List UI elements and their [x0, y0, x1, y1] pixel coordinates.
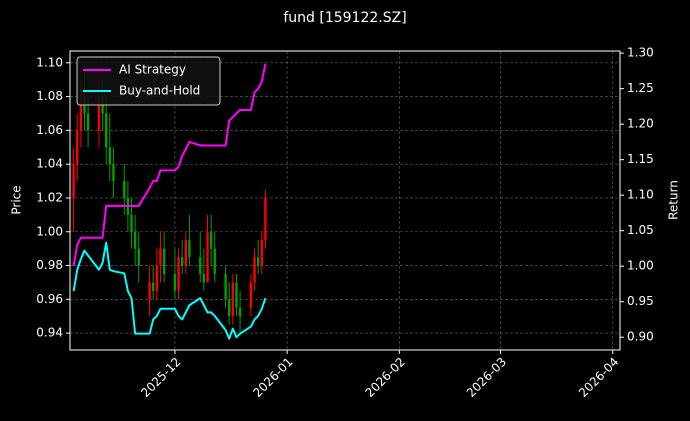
candle-body: [206, 231, 209, 283]
y-tick-label: 1.06: [36, 123, 63, 137]
legend-box: [76, 56, 221, 106]
candle-body: [130, 214, 133, 232]
candle-body: [108, 147, 112, 165]
y2-tick-label: 1.05: [627, 223, 654, 237]
legend-label: AI Strategy: [119, 63, 186, 77]
y-tick-label: 0.98: [36, 258, 63, 272]
plot-frame: [69, 50, 621, 351]
y-tick-label: 0.96: [36, 292, 63, 306]
candle-body: [152, 282, 155, 291]
candle-body: [97, 96, 101, 131]
y-tick-label: 1.08: [36, 89, 63, 103]
y-tick-label: 1.00: [36, 224, 63, 238]
candle-body: [264, 197, 267, 241]
candle-body: [177, 257, 180, 291]
y2-tick-label: 1.00: [627, 259, 654, 273]
line-series: [72, 241, 267, 340]
y2-tick-label: 1.25: [627, 81, 654, 95]
x-tick-label: 2025-12: [138, 355, 183, 400]
y2-tick-label: 1.10: [627, 188, 654, 202]
candle-body: [162, 248, 166, 274]
y2-tick-label: 0.95: [627, 294, 654, 308]
y2-axis-label: Return: [667, 180, 681, 220]
candle-body: [256, 257, 260, 266]
y2-tick-label: 0.90: [627, 330, 654, 344]
y-tick-label: 1.04: [36, 157, 63, 171]
candle-body: [72, 164, 75, 198]
candle-body: [137, 248, 140, 266]
candle-body: [184, 240, 187, 266]
candle-body: [148, 282, 151, 300]
y2-tick-label: 1.30: [627, 46, 654, 60]
candle-body: [238, 307, 242, 317]
y-axis-label: Price: [10, 185, 24, 214]
candle-body: [260, 240, 263, 266]
candle-body: [112, 164, 115, 182]
candle-body: [180, 257, 184, 266]
y-tick-label: 0.94: [36, 326, 63, 340]
x-tick-label: 2026-02: [363, 355, 408, 400]
candle-body: [249, 282, 253, 308]
candle-body: [155, 265, 159, 291]
candle-body: [133, 231, 137, 249]
chart-title: fund [159122.SZ]: [283, 10, 406, 26]
candle-body: [224, 273, 227, 300]
y2-tick-label: 1.15: [627, 152, 654, 166]
candle-body: [188, 240, 191, 258]
candle-body: [104, 113, 108, 148]
y-tick-label: 1.10: [36, 55, 63, 69]
candle-body: [173, 273, 177, 291]
candle-body: [202, 273, 206, 283]
legend-label: Buy-and-Hold: [119, 84, 200, 98]
candle-body: [231, 282, 235, 317]
candle-body: [235, 282, 238, 308]
candle-body: [159, 248, 162, 266]
candle-body: [209, 231, 213, 249]
candle-body: [76, 130, 79, 165]
candle-body: [199, 257, 202, 274]
candle-body: [123, 181, 126, 198]
x-tick-label: 2026-01: [250, 355, 295, 400]
candle-body: [213, 248, 216, 274]
y2-tick-label: 1.20: [627, 117, 654, 131]
candle-body: [228, 299, 231, 317]
candle-body: [86, 113, 90, 131]
y-tick-label: 1.02: [36, 190, 63, 204]
x-tick-label: 2026-03: [464, 355, 509, 400]
candle-body: [253, 257, 256, 283]
line-series: [72, 63, 267, 267]
x-tick-label: 2026-04: [576, 355, 621, 400]
candle-body: [79, 96, 83, 131]
